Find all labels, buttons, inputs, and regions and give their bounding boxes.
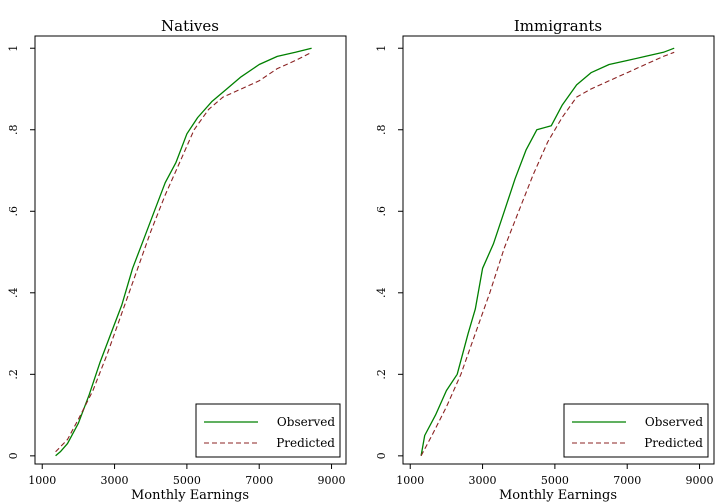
- legend-box: [195, 403, 341, 458]
- x-tick-label: 1000: [28, 474, 56, 487]
- x-tick-label: 9000: [318, 474, 346, 487]
- y-tick-label: 1: [7, 45, 20, 52]
- y-axis: 0 .2 .4 .6 .8 1: [375, 45, 403, 459]
- legend-box: [563, 403, 709, 458]
- chart-panel-natives: Natives 0.2.4.6.81 1000 3000 5000 7000 9000 …: [7, 17, 347, 503]
- x-axis: 1000 3000 5000 7000 9000: [28, 464, 346, 487]
- y-tick-label: .2: [375, 369, 388, 380]
- x-tick-label: 7000: [245, 474, 273, 487]
- y-tick-label: 1: [375, 45, 388, 52]
- legend-label-predicted: Predicted: [644, 436, 703, 450]
- x-tick-label: 5000: [541, 474, 569, 487]
- x-tick-label: 1000: [396, 474, 424, 487]
- chart-title: Natives: [161, 17, 219, 35]
- plot-frame: [402, 35, 715, 465]
- x-tick-label: 7000: [613, 474, 641, 487]
- legend: Observed Predicted: [563, 403, 709, 458]
- y-tick-label: .4: [375, 288, 388, 299]
- x-axis-label: Monthly Earnings: [499, 488, 617, 503]
- x-tick-label: 3000: [101, 474, 129, 487]
- series-line-observed: [420, 47, 675, 456]
- legend-label-observed: Observed: [645, 415, 703, 429]
- y-tick-label: 0: [7, 452, 20, 459]
- legend: Observed Predicted: [195, 403, 341, 458]
- legend-label-observed: Observed: [277, 415, 335, 429]
- y-tick-label: .6: [375, 206, 388, 217]
- chart-panel-immigrants: Immigrants 0 .2 .4 .6 .8 1 1000 3000 5000 7000 90…: [375, 17, 715, 503]
- x-tick-label: 9000: [686, 474, 714, 487]
- series-line-predicted: [420, 51, 675, 457]
- y-axis: 0 .2 .4 .6 .8 1: [7, 45, 35, 459]
- chart-title: Immigrants: [514, 17, 602, 35]
- x-axis-label: Monthly Earnings: [131, 488, 249, 503]
- x-tick-label: 3000: [469, 474, 497, 487]
- series-line-predicted: [55, 51, 312, 453]
- x-axis: 1000 3000 5000 7000 9000: [396, 464, 714, 487]
- y-tick-label: 0: [375, 452, 388, 459]
- series-lines: [420, 47, 675, 457]
- legend-label-predicted: Predicted: [276, 436, 335, 450]
- y-tick-label: .8: [375, 125, 388, 136]
- y-tick-label: .2: [7, 369, 20, 380]
- x-tick-label: 5000: [173, 474, 201, 487]
- y-tick-label: .4: [7, 288, 20, 299]
- y-tick-label: .6: [7, 206, 20, 217]
- series-lines: [55, 47, 312, 457]
- plot-frame: [34, 35, 347, 465]
- y-tick-label: .8: [7, 125, 20, 136]
